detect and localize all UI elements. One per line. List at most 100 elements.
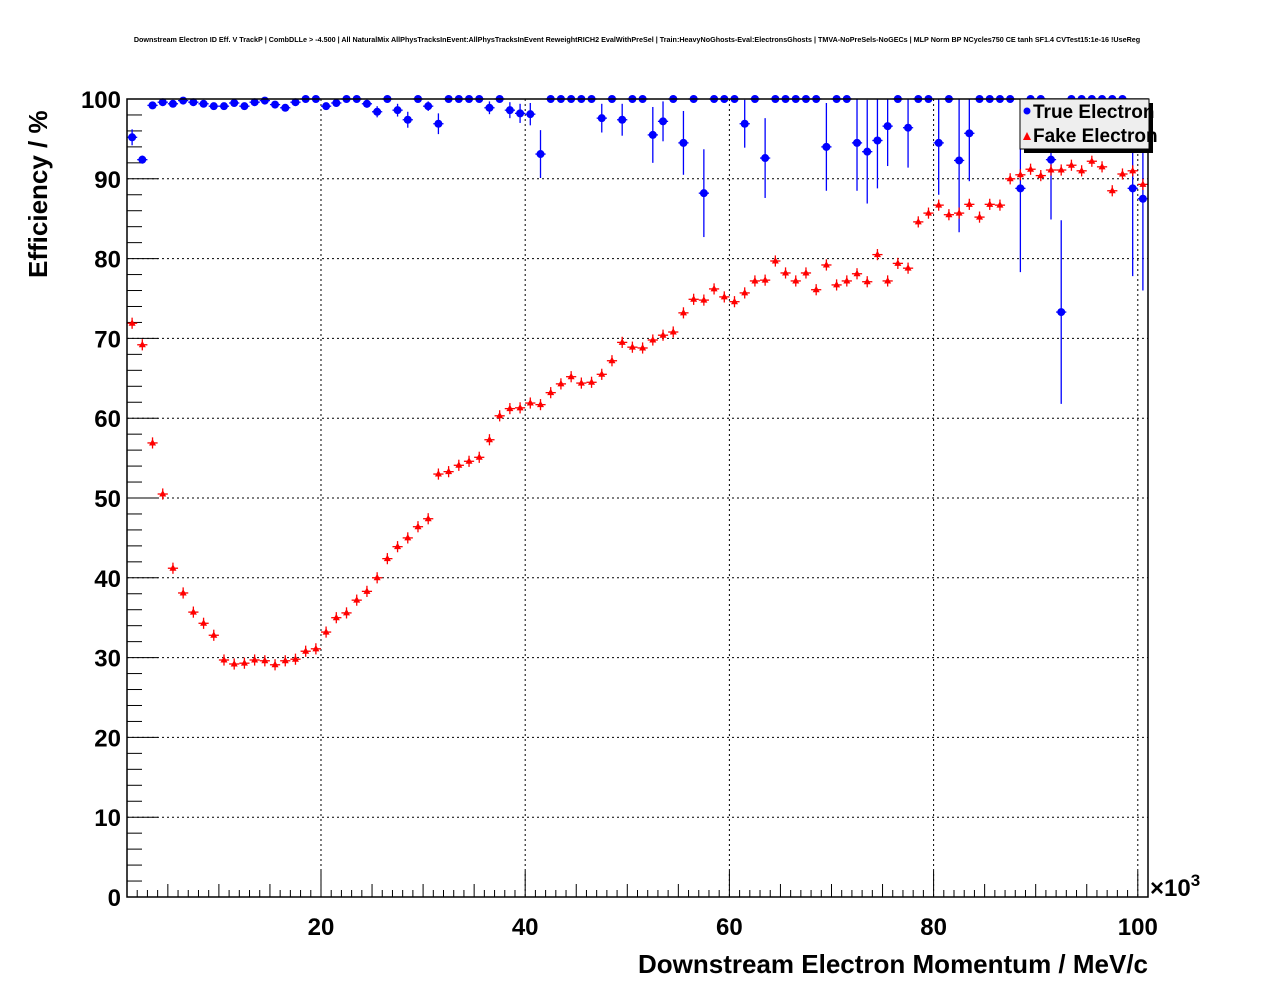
true-electron-point (883, 122, 892, 131)
fake-electron-point (322, 628, 330, 635)
fake-electron-point (230, 659, 238, 667)
true-electron-point (526, 110, 535, 119)
fake-electron-point (434, 470, 442, 477)
x-tick-label: 40 (512, 914, 539, 941)
fake-electron-point (1057, 166, 1065, 173)
fake-electron-point (475, 453, 483, 460)
true-electron-point (853, 138, 862, 147)
true-electron-point (291, 98, 300, 107)
true-electron-point (168, 99, 177, 108)
fake-electron-point (924, 209, 932, 216)
true-electron-point (648, 130, 657, 139)
true-electron-point (332, 98, 341, 107)
fake-electron-point (1027, 165, 1035, 172)
fake-electron-point (312, 644, 320, 652)
true-electron-point (1057, 308, 1066, 317)
fake-electron-point (363, 587, 371, 594)
true-electron-point (240, 102, 249, 111)
true-electron-point (209, 102, 218, 111)
true-electron-point (250, 98, 259, 107)
fake-electron-point (669, 328, 677, 335)
fake-electron-point (537, 400, 545, 408)
fake-electron-point (394, 542, 402, 550)
fake-electron-point (343, 608, 351, 616)
x-tick-label: 60 (716, 914, 743, 941)
x-tick-label: 80 (920, 914, 947, 941)
fake-electron-point (843, 276, 851, 284)
fake-electron-point (1067, 161, 1075, 168)
fake-electron-point (424, 514, 432, 522)
fake-electron-point (812, 285, 820, 293)
true-electron-point (761, 154, 770, 163)
true-electron-point (904, 123, 913, 132)
tick-labels: 20 40 60 80 100 0 10 20 30 40 50 60 70 80 90 100 (81, 87, 1158, 941)
grid (127, 99, 1148, 897)
true-electron-point (822, 142, 831, 151)
true-electron-point (179, 96, 188, 105)
y-tick-label: 30 (94, 646, 121, 673)
fake-electron-point (628, 343, 636, 350)
fake-electron-point (935, 201, 943, 208)
fake-electron-point (639, 343, 647, 351)
true-electron-point (516, 109, 525, 118)
fake-electron-point (281, 656, 289, 664)
fake-electron-point (914, 217, 922, 225)
x-axis-title: Downstream Electron Momentum / MeV/c (638, 949, 1148, 979)
fake-electron-point (996, 201, 1004, 208)
y-tick-label: 50 (94, 486, 121, 513)
fake-electron-point (1108, 186, 1116, 194)
true-electron-point (965, 129, 974, 138)
fake-electron-point (986, 200, 994, 207)
fake-electron-point (200, 619, 208, 626)
fake-electron-point (496, 411, 504, 419)
y-tick-label: 60 (94, 406, 121, 433)
y-tick-label: 40 (94, 566, 121, 593)
fake-electron-point (455, 461, 463, 468)
fake-electron-point (894, 259, 902, 266)
fake-electron-point (128, 319, 136, 326)
fake-electron-point (730, 297, 738, 305)
axis-ticks (127, 98, 1139, 898)
fake-electron-point (802, 268, 810, 276)
fake-electron-point (720, 292, 728, 300)
y-tick-label: 70 (94, 326, 121, 353)
fake-electron-point (547, 388, 555, 396)
true-electron-point (393, 106, 402, 115)
fake-electron-point (189, 608, 197, 615)
fake-electron-point (965, 200, 973, 207)
fake-electron-point (179, 588, 187, 596)
legend-label-fake-electron: Fake Electron (1033, 126, 1158, 147)
true-electron-point (322, 102, 331, 111)
fake-electron-point (649, 335, 657, 343)
y-tick-label: 90 (94, 167, 121, 194)
x-multiplier: ×103 (1150, 871, 1200, 902)
legend-box (1019, 98, 1150, 150)
true-electron-point (1016, 184, 1025, 193)
fake-electron-point (618, 338, 626, 345)
true-electron-point (505, 106, 514, 115)
true-electron-point (536, 150, 545, 159)
fake-electron-point (353, 596, 361, 603)
fake-electron-point (577, 379, 585, 386)
y-tick-label: 80 (94, 247, 121, 274)
legend-marker-fake-electron (1023, 132, 1031, 140)
fake-electron-point (485, 435, 493, 443)
true-electron-point (219, 102, 228, 111)
fake-electron-point (1047, 166, 1055, 173)
y-tick-label: 20 (94, 725, 121, 752)
true-electron-point (1047, 155, 1056, 164)
fake-electron-point (404, 533, 412, 541)
true-electron-point (699, 189, 708, 198)
true-electron-point (403, 115, 412, 124)
fake-electron-point (588, 378, 596, 385)
fake-electron-point (904, 264, 912, 271)
fake-electron-point (557, 379, 565, 387)
fake-electron-point (1037, 171, 1045, 179)
fake-electron-point (240, 659, 248, 666)
true-electron-point (873, 136, 882, 145)
fake-electron-point (884, 276, 892, 284)
true-electron-point (199, 99, 208, 108)
fake-electron-point (445, 467, 453, 475)
fake-electron-point (302, 647, 310, 654)
